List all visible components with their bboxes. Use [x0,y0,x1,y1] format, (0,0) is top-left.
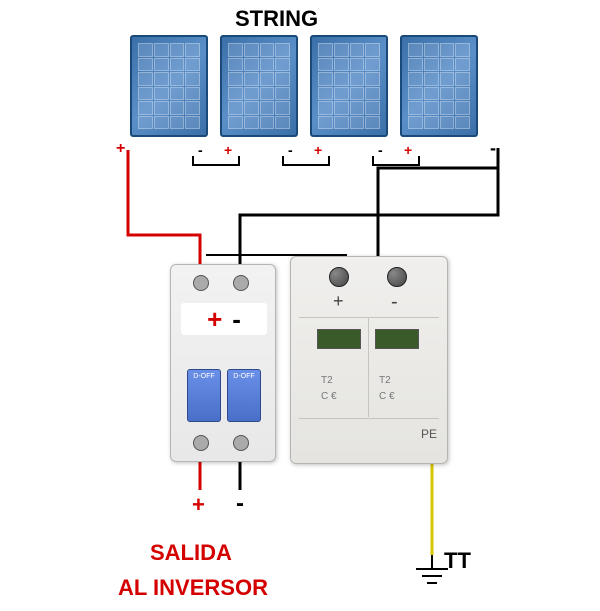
output-label-line2: AL INVERSOR [118,575,268,601]
breaker-minus: - [232,304,241,335]
breaker-terminal-bot-right [233,435,249,451]
breaker-switch-right[interactable]: D-OFF [227,369,261,422]
breaker-terminal-top-right [233,275,249,291]
breaker-switch-left[interactable]: D-OFF [187,369,221,422]
spd-terminal-plus [329,267,349,287]
breaker-plus: + [207,304,222,335]
output-plus: + [192,492,205,518]
dc-breaker: + - D-OFF D-OFF [170,264,276,462]
ground-symbol [412,555,452,595]
spd-pe-label: PE [421,427,437,441]
output-minus: - [236,490,244,518]
breaker-polarity-label: + - [181,303,267,335]
spd-plus-label: + [333,291,344,312]
diagram-canvas: STRING + - -+-+-+ + - D-OFF D-OFF + - T2 [0,0,600,611]
spd-terminal-minus [387,267,407,287]
spd-minus-label: - [391,291,398,314]
breaker-terminal-bot-left [193,435,209,451]
breaker-terminal-top-left [193,275,209,291]
surge-protector: + - T2 T2 C € C € PE [290,256,448,464]
output-label-line1: SALIDA [150,540,232,566]
